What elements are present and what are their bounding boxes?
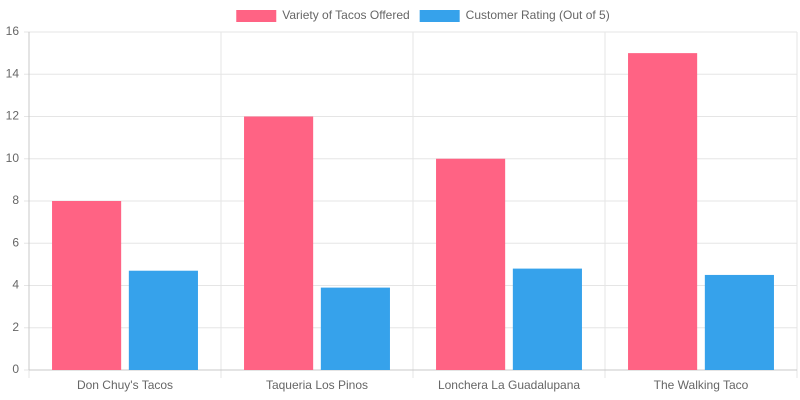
- bar: [704, 274, 774, 370]
- y-tick-label: 4: [12, 278, 19, 292]
- legend-swatch: [419, 10, 460, 22]
- bar: [52, 201, 122, 370]
- y-tick-label: 6: [12, 235, 19, 249]
- x-tick-label: Lonchera La Guadalupana: [438, 378, 580, 392]
- y-tick-label: 10: [6, 151, 20, 165]
- bar: [128, 270, 198, 370]
- legend-label: Variety of Tacos Offered: [282, 8, 409, 22]
- bar: [512, 268, 582, 370]
- bar: [628, 53, 698, 370]
- x-tick-label: Taqueria Los Pinos: [266, 378, 368, 392]
- x-tick-label: Don Chuy's Tacos: [77, 378, 173, 392]
- y-tick-label: 2: [12, 320, 19, 334]
- y-tick-label: 8: [12, 193, 19, 207]
- x-tick-label: The Walking Taco: [654, 378, 749, 392]
- legend-label: Customer Rating (Out of 5): [466, 8, 610, 22]
- y-tick-label: 0: [12, 362, 19, 376]
- legend-swatch: [236, 10, 277, 22]
- y-tick-label: 12: [6, 109, 20, 123]
- bar: [320, 287, 390, 370]
- y-tick-label: 16: [6, 24, 20, 38]
- bar: [436, 158, 506, 370]
- y-tick-label: 14: [6, 66, 20, 80]
- bar: [244, 116, 314, 370]
